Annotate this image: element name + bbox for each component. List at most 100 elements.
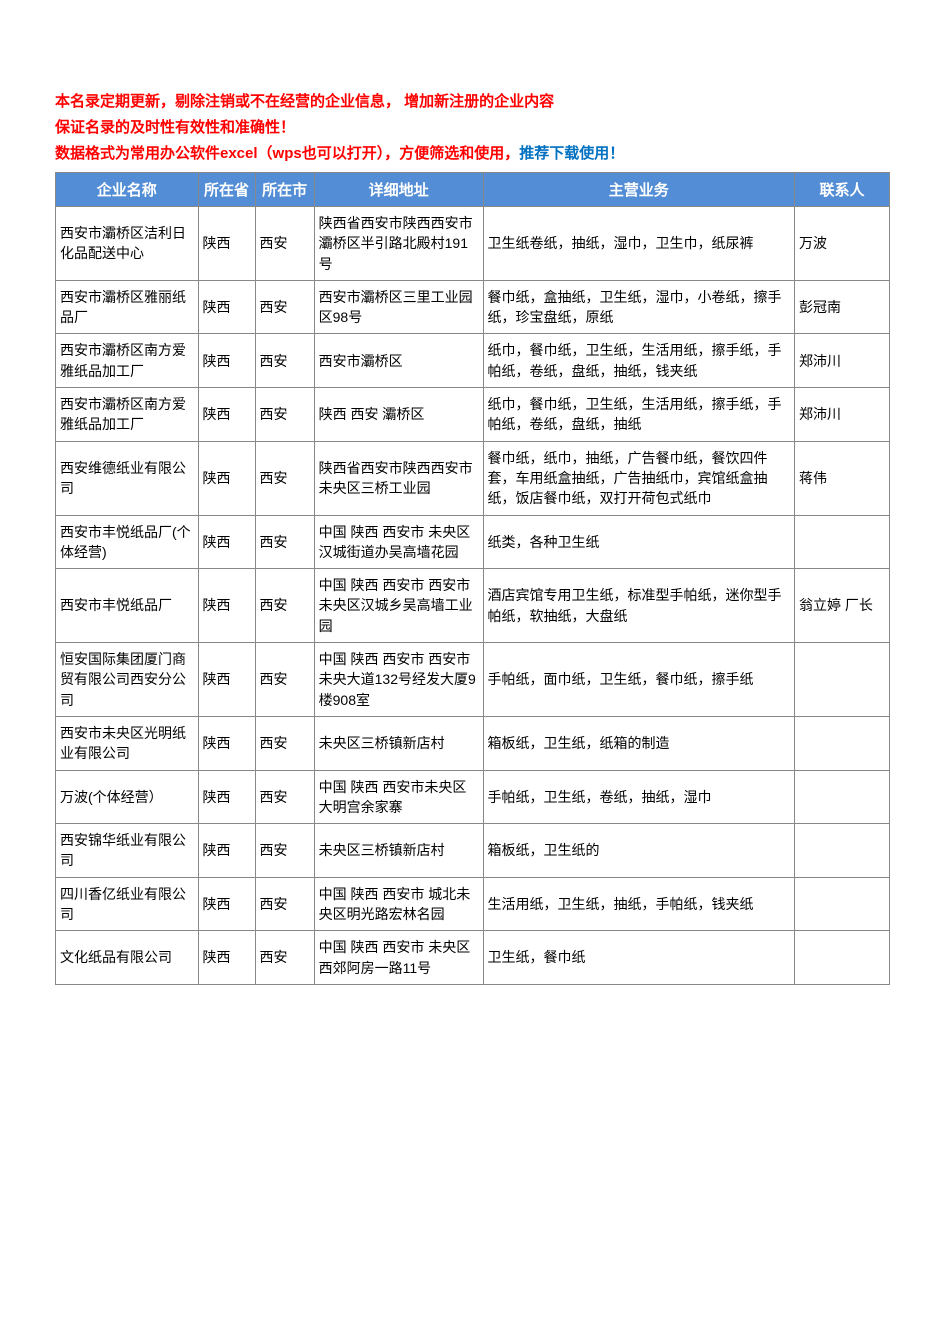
address-cell: 陕西省西安市陕西西安市未央区三桥工业园 — [314, 441, 483, 515]
business-cell: 手帕纸，面巾纸，卫生纸，餐巾纸，擦手纸 — [483, 643, 794, 717]
city-cell: 西安 — [255, 441, 314, 515]
company-name-cell: 西安锦华纸业有限公司 — [56, 824, 199, 878]
province-cell: 陕西 — [198, 931, 255, 985]
city-cell: 西安 — [255, 207, 314, 281]
city-cell: 西安 — [255, 334, 314, 388]
city-cell: 西安 — [255, 280, 314, 334]
col-header-contact: 联系人 — [794, 173, 889, 207]
contact-cell — [794, 643, 889, 717]
contact-cell — [794, 716, 889, 770]
city-cell: 西安 — [255, 877, 314, 931]
city-cell: 西安 — [255, 716, 314, 770]
table-row: 西安市灞桥区南方爱雅纸品加工厂陕西西安西安市灞桥区纸巾，餐巾纸，卫生纸，生活用纸… — [56, 334, 890, 388]
province-cell: 陕西 — [198, 569, 255, 643]
table-row: 万波(个体经营）陕西西安中国 陕西 西安市未央区 大明宫余家寨手帕纸，卫生纸，卷… — [56, 770, 890, 824]
contact-cell — [794, 824, 889, 878]
business-cell: 箱板纸，卫生纸的 — [483, 824, 794, 878]
contact-cell: 彭冠南 — [794, 280, 889, 334]
province-cell: 陕西 — [198, 280, 255, 334]
table-row: 西安市丰悦纸品厂(个体经营)陕西西安中国 陕西 西安市 未央区汉城街道办吴高墙花… — [56, 515, 890, 569]
contact-cell: 郑沛川 — [794, 388, 889, 442]
business-cell: 卫生纸，餐巾纸 — [483, 931, 794, 985]
business-cell: 纸巾，餐巾纸，卫生纸，生活用纸，擦手纸，手帕纸，卷纸，盘纸，抽纸 — [483, 388, 794, 442]
intro-line-3a: 数据格式为常用办公软件excel（wps也可以打开），方便筛选和使用， — [55, 145, 519, 162]
address-cell: 未央区三桥镇新店村 — [314, 716, 483, 770]
intro-line-2: 保证名录的及时性有效性和准确性！ — [55, 116, 890, 140]
business-cell: 箱板纸，卫生纸，纸箱的制造 — [483, 716, 794, 770]
intro-line-3: 数据格式为常用办公软件excel（wps也可以打开），方便筛选和使用，推荐下载使… — [55, 142, 890, 166]
table-row: 西安市未央区光明纸业有限公司陕西西安未央区三桥镇新店村箱板纸，卫生纸，纸箱的制造 — [56, 716, 890, 770]
table-row: 四川香亿纸业有限公司陕西西安中国 陕西 西安市 城北未央区明光路宏林名园生活用纸… — [56, 877, 890, 931]
city-cell: 西安 — [255, 515, 314, 569]
company-name-cell: 西安市丰悦纸品厂(个体经营) — [56, 515, 199, 569]
address-cell: 未央区三桥镇新店村 — [314, 824, 483, 878]
business-cell: 手帕纸，卫生纸，卷纸，抽纸，湿巾 — [483, 770, 794, 824]
province-cell: 陕西 — [198, 515, 255, 569]
address-cell: 中国 陕西 西安市 西安市未央区汉城乡吴高墙工业园 — [314, 569, 483, 643]
contact-cell: 蒋伟 — [794, 441, 889, 515]
table-row: 西安市灞桥区南方爱雅纸品加工厂陕西西安陕西 西安 灞桥区纸巾，餐巾纸，卫生纸，生… — [56, 388, 890, 442]
province-cell: 陕西 — [198, 643, 255, 717]
contact-cell — [794, 877, 889, 931]
province-cell: 陕西 — [198, 824, 255, 878]
city-cell: 西安 — [255, 770, 314, 824]
province-cell: 陕西 — [198, 441, 255, 515]
province-cell: 陕西 — [198, 770, 255, 824]
business-cell: 生活用纸，卫生纸，抽纸，手帕纸，钱夹纸 — [483, 877, 794, 931]
table-header-row: 企业名称 所在省 所在市 详细地址 主营业务 联系人 — [56, 173, 890, 207]
col-header-prov: 所在省 — [198, 173, 255, 207]
intro-line-1: 本名录定期更新，剔除注销或不在经营的企业信息， 增加新注册的企业内容 — [55, 90, 890, 114]
business-cell: 纸类，各种卫生纸 — [483, 515, 794, 569]
province-cell: 陕西 — [198, 877, 255, 931]
col-header-name: 企业名称 — [56, 173, 199, 207]
city-cell: 西安 — [255, 824, 314, 878]
contact-cell: 翁立婷 厂长 — [794, 569, 889, 643]
province-cell: 陕西 — [198, 716, 255, 770]
city-cell: 西安 — [255, 931, 314, 985]
col-header-biz: 主营业务 — [483, 173, 794, 207]
city-cell: 西安 — [255, 569, 314, 643]
table-row: 西安维德纸业有限公司陕西西安陕西省西安市陕西西安市未央区三桥工业园餐巾纸，纸巾，… — [56, 441, 890, 515]
company-name-cell: 西安维德纸业有限公司 — [56, 441, 199, 515]
address-cell: 陕西省西安市陕西西安市灞桥区半引路北殿村191号 — [314, 207, 483, 281]
address-cell: 陕西 西安 灞桥区 — [314, 388, 483, 442]
contact-cell — [794, 931, 889, 985]
company-name-cell: 四川香亿纸业有限公司 — [56, 877, 199, 931]
company-name-cell: 西安市丰悦纸品厂 — [56, 569, 199, 643]
contact-cell: 万波 — [794, 207, 889, 281]
contact-cell — [794, 515, 889, 569]
table-row: 文化纸品有限公司陕西西安中国 陕西 西安市 未央区西郊阿房一路11号卫生纸，餐巾… — [56, 931, 890, 985]
table-row: 西安市灞桥区雅丽纸品厂陕西西安西安市灞桥区三里工业园区98号餐巾纸，盒抽纸，卫生… — [56, 280, 890, 334]
business-cell: 卫生纸卷纸，抽纸，湿巾，卫生巾，纸尿裤 — [483, 207, 794, 281]
address-cell: 中国 陕西 西安市未央区 大明宫余家寨 — [314, 770, 483, 824]
address-cell: 中国 陕西 西安市 未央区汉城街道办吴高墙花园 — [314, 515, 483, 569]
col-header-addr: 详细地址 — [314, 173, 483, 207]
business-cell: 餐巾纸，纸巾，抽纸，广告餐巾纸，餐饮四件套，车用纸盒抽纸，广告抽纸巾，宾馆纸盒抽… — [483, 441, 794, 515]
business-cell: 餐巾纸，盒抽纸，卫生纸，湿巾，小卷纸，擦手纸，珍宝盘纸，原纸 — [483, 280, 794, 334]
address-cell: 中国 陕西 西安市 未央区西郊阿房一路11号 — [314, 931, 483, 985]
company-name-cell: 万波(个体经营） — [56, 770, 199, 824]
table-row: 西安市灞桥区洁利日化品配送中心陕西西安陕西省西安市陕西西安市灞桥区半引路北殿村1… — [56, 207, 890, 281]
company-name-cell: 西安市未央区光明纸业有限公司 — [56, 716, 199, 770]
address-cell: 西安市灞桥区三里工业园区98号 — [314, 280, 483, 334]
address-cell: 西安市灞桥区 — [314, 334, 483, 388]
province-cell: 陕西 — [198, 207, 255, 281]
company-name-cell: 西安市灞桥区南方爱雅纸品加工厂 — [56, 334, 199, 388]
address-cell: 中国 陕西 西安市 城北未央区明光路宏林名园 — [314, 877, 483, 931]
business-cell: 纸巾，餐巾纸，卫生纸，生活用纸，擦手纸，手帕纸，卷纸，盘纸，抽纸，钱夹纸 — [483, 334, 794, 388]
table-row: 西安市丰悦纸品厂陕西西安中国 陕西 西安市 西安市未央区汉城乡吴高墙工业园酒店宾… — [56, 569, 890, 643]
table-row: 恒安国际集团厦门商贸有限公司西安分公司陕西西安中国 陕西 西安市 西安市未央大道… — [56, 643, 890, 717]
company-name-cell: 恒安国际集团厦门商贸有限公司西安分公司 — [56, 643, 199, 717]
company-name-cell: 西安市灞桥区洁利日化品配送中心 — [56, 207, 199, 281]
intro-line-3b: 推荐下载使用！ — [519, 145, 624, 162]
col-header-city: 所在市 — [255, 173, 314, 207]
table-row: 西安锦华纸业有限公司陕西西安未央区三桥镇新店村箱板纸，卫生纸的 — [56, 824, 890, 878]
city-cell: 西安 — [255, 643, 314, 717]
province-cell: 陕西 — [198, 334, 255, 388]
company-name-cell: 文化纸品有限公司 — [56, 931, 199, 985]
contact-cell: 郑沛川 — [794, 334, 889, 388]
province-cell: 陕西 — [198, 388, 255, 442]
city-cell: 西安 — [255, 388, 314, 442]
contact-cell — [794, 770, 889, 824]
business-cell: 酒店宾馆专用卫生纸，标准型手帕纸，迷你型手帕纸，软抽纸，大盘纸 — [483, 569, 794, 643]
